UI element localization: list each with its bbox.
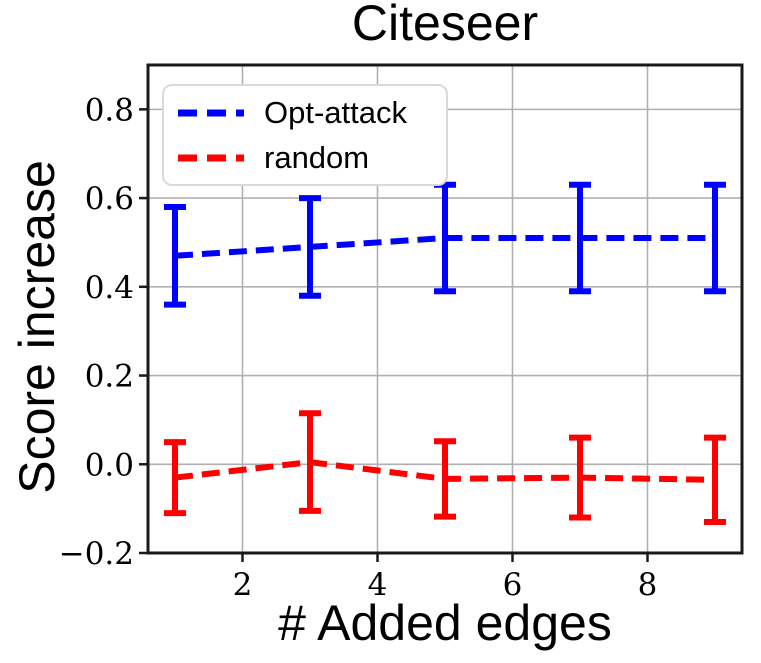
x-tick-label: 6 (503, 567, 523, 603)
legend-line-sample-random (178, 154, 244, 161)
legend: Opt-attack random (162, 84, 448, 186)
y-axis-label: Score increase (9, 160, 65, 494)
chart-title: Citeseer (351, 0, 539, 51)
legend-item-random: random (178, 142, 432, 173)
x-axis-label: # Added edges (278, 595, 612, 651)
y-tick-label: 0.8 (85, 92, 134, 128)
legend-label-opt-attack: Opt-attack (264, 95, 407, 130)
x-tick-label: 2 (233, 567, 253, 603)
x-tick-label: 8 (638, 567, 658, 603)
y-tick-label: 0.6 (85, 181, 134, 217)
y-tick-label: −0.2 (59, 536, 134, 572)
y-tick-label: 0.0 (85, 447, 134, 483)
legend-label-random: random (264, 140, 370, 175)
legend-item-opt-attack: Opt-attack (178, 97, 432, 128)
series-line-opt-attack (174, 235, 715, 259)
plot-border (146, 63, 744, 555)
y-tick-label: 0.2 (85, 359, 134, 395)
y-tick-label: 0.4 (85, 270, 134, 306)
legend-line-sample-opt-attack (178, 109, 244, 116)
x-tick-label: 4 (368, 567, 388, 603)
series-line-random (174, 459, 716, 483)
